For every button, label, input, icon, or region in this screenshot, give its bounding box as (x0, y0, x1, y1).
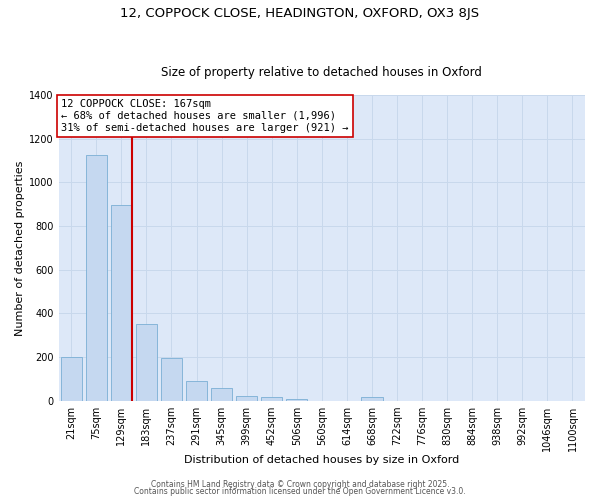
Bar (61, 357, 82, 401)
Bar (136, 324, 157, 400)
Bar (286, 398, 307, 400)
Text: Contains HM Land Registry data © Crown copyright and database right 2025.: Contains HM Land Registry data © Crown c… (151, 480, 449, 489)
Text: Contains public sector information licensed under the Open Government Licence v3: Contains public sector information licen… (134, 487, 466, 496)
Title: Size of property relative to detached houses in Oxford: Size of property relative to detached ho… (161, 66, 482, 78)
Bar (186, 381, 207, 400)
Bar (361, 397, 383, 400)
Bar (86, 155, 107, 400)
Text: 12 COPPOCK CLOSE: 167sqm
← 68% of detached houses are smaller (1,996)
31% of sem: 12 COPPOCK CLOSE: 167sqm ← 68% of detach… (61, 100, 349, 132)
Bar (211, 388, 232, 400)
Bar (261, 398, 283, 400)
X-axis label: Distribution of detached houses by size in Oxford: Distribution of detached houses by size … (184, 455, 460, 465)
Bar (110, 205, 132, 400)
Bar (236, 396, 257, 400)
Y-axis label: Number of detached properties: Number of detached properties (15, 160, 25, 336)
Bar (161, 358, 182, 401)
Text: 12, COPPOCK CLOSE, HEADINGTON, OXFORD, OX3 8JS: 12, COPPOCK CLOSE, HEADINGTON, OXFORD, O… (121, 8, 479, 20)
